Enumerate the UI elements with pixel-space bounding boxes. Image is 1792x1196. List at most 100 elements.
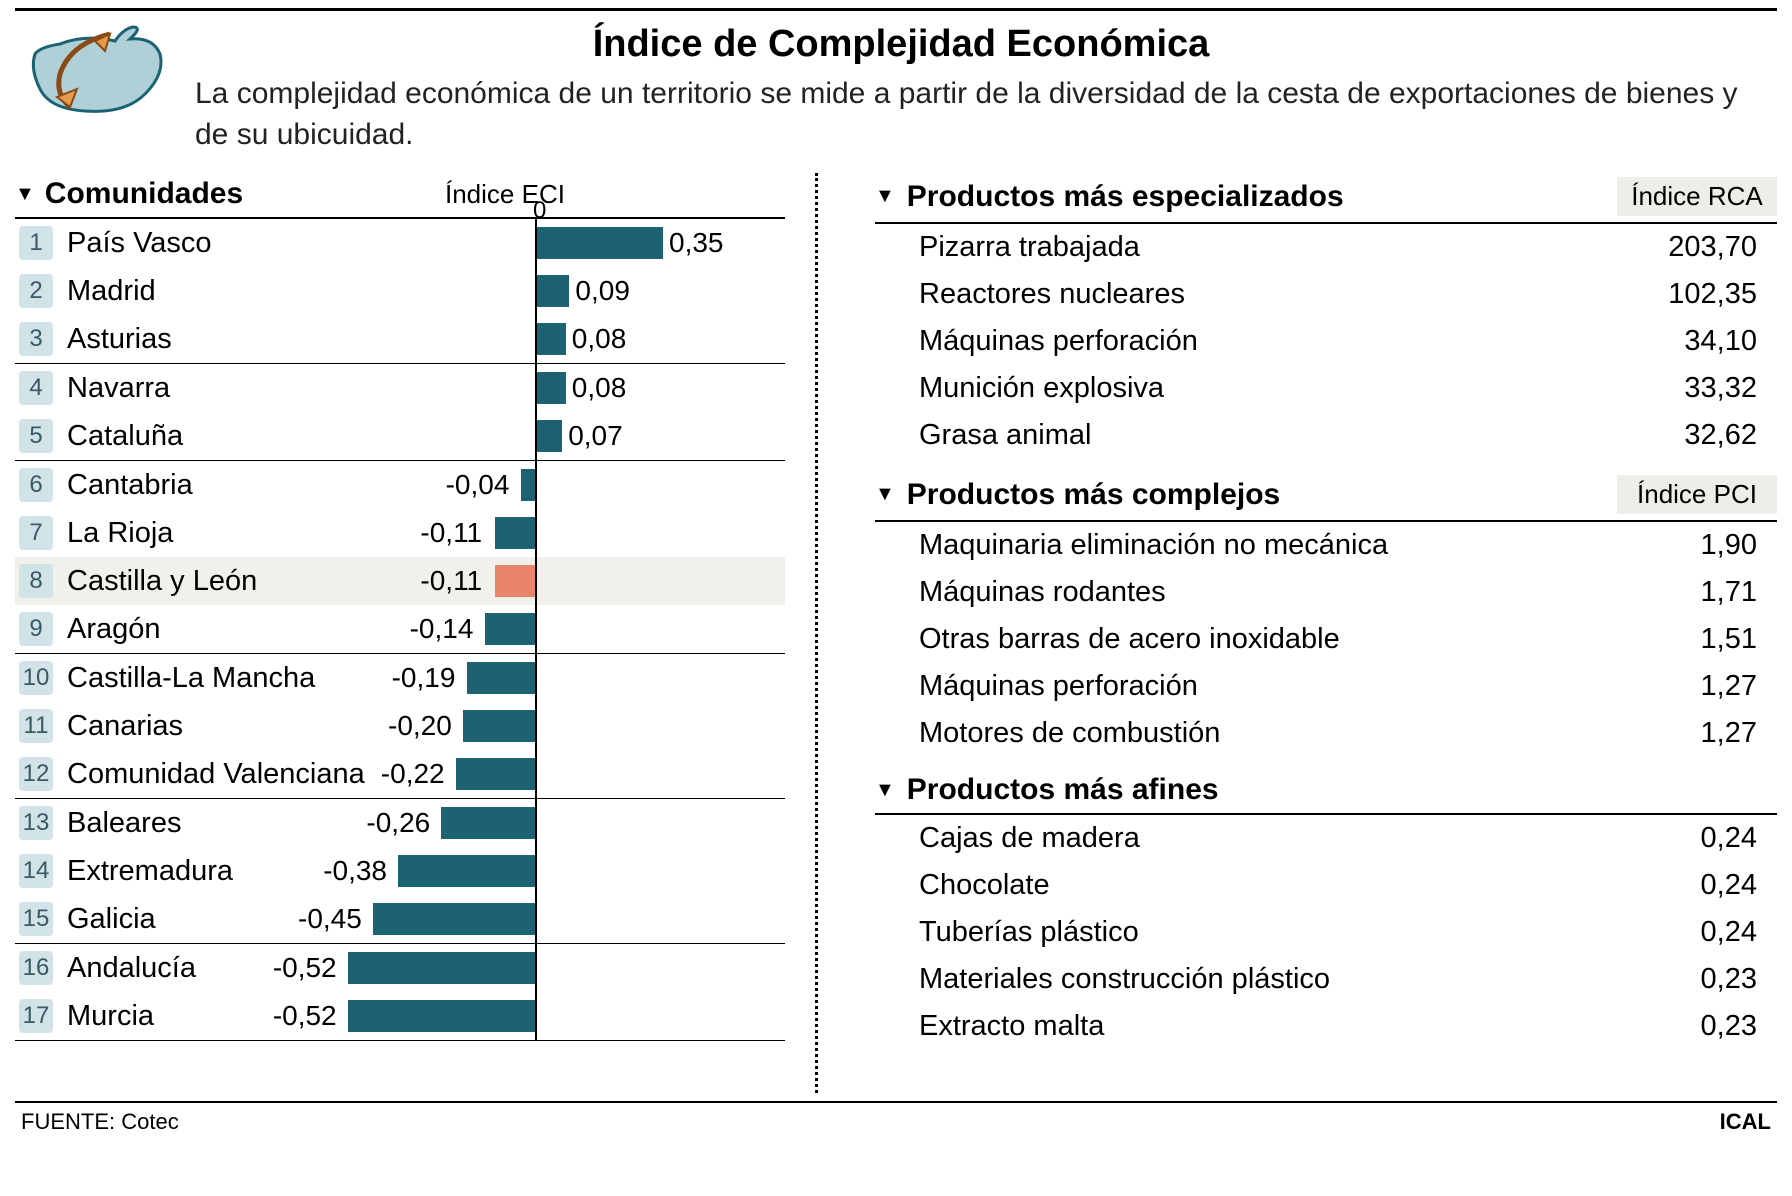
product-value: 1,90 bbox=[1637, 529, 1777, 562]
rank-badge: 14 bbox=[19, 854, 53, 888]
triangle-down-icon: ▼ bbox=[875, 483, 895, 506]
zero-axis bbox=[535, 992, 537, 1040]
product-name: Pizarra trabajada bbox=[919, 231, 1140, 264]
bar bbox=[537, 275, 569, 307]
rank-badge: 11 bbox=[19, 709, 53, 743]
triangle-down-icon: ▼ bbox=[15, 183, 35, 206]
bar-value-label: 0,35 bbox=[669, 227, 724, 259]
bar bbox=[441, 807, 535, 839]
rank-badge: 3 bbox=[19, 322, 53, 356]
bar bbox=[537, 323, 566, 355]
region-name: La Rioja bbox=[67, 517, 173, 550]
page-title: Índice de Complejidad Económica bbox=[25, 23, 1777, 66]
bar bbox=[495, 565, 535, 597]
bar-value-label: -0,14 bbox=[410, 613, 474, 645]
table-row: 11Canarias-0,20 bbox=[15, 702, 785, 750]
bar-value-label: 0,08 bbox=[572, 323, 627, 355]
product-value: 102,35 bbox=[1637, 278, 1777, 311]
table-row: 6Cantabria-0,04 bbox=[15, 461, 785, 509]
product-section: ▼Productos más complejosÍndice PCIMaquin… bbox=[875, 471, 1777, 757]
bar-cell: -0,52 bbox=[315, 992, 765, 1040]
bar-value-label: -0,38 bbox=[323, 855, 387, 887]
header: Índice de Complejidad Económica La compl… bbox=[0, 11, 1792, 173]
bar-cell: 0,08 bbox=[315, 364, 765, 412]
product-row: Máquinas rodantes1,71 bbox=[875, 569, 1777, 616]
zero-axis bbox=[535, 461, 537, 509]
zero-axis bbox=[535, 944, 537, 992]
section-title: Productos más afines bbox=[907, 773, 1219, 807]
product-value: 0,24 bbox=[1637, 916, 1777, 949]
bar-value-label: -0,22 bbox=[381, 758, 445, 790]
region-name: Galicia bbox=[67, 903, 156, 936]
infographic-container: Índice de Complejidad Económica La compl… bbox=[0, 8, 1792, 1196]
product-value: 0,24 bbox=[1637, 869, 1777, 902]
product-row: Grasa animal32,62 bbox=[875, 412, 1777, 459]
eci-bar-chart: 0 1País Vasco0,352Madrid0,093Asturias0,0… bbox=[15, 219, 785, 1041]
bar-value-label: -0,19 bbox=[392, 662, 456, 694]
region-name: Andalucía bbox=[67, 952, 196, 985]
zero-axis bbox=[535, 605, 537, 653]
rank-badge: 5 bbox=[19, 419, 53, 453]
bar-value-label: 0,07 bbox=[568, 420, 623, 452]
zero-axis bbox=[535, 509, 537, 557]
product-row: Motores de combustión1,27 bbox=[875, 710, 1777, 757]
bar-value-label: -0,11 bbox=[420, 517, 482, 549]
rank-badge: 17 bbox=[19, 999, 53, 1033]
credit-label: ICAL bbox=[1720, 1109, 1771, 1135]
bar bbox=[495, 517, 535, 549]
rank-badge: 12 bbox=[19, 757, 53, 791]
zero-axis bbox=[535, 702, 537, 750]
rank-badge: 16 bbox=[19, 951, 53, 985]
bar-value-label: -0,11 bbox=[420, 565, 482, 597]
region-name: Asturias bbox=[67, 323, 172, 356]
bar-value-label: -0,04 bbox=[446, 469, 510, 501]
product-name: Extracto malta bbox=[919, 1010, 1104, 1043]
region-name: Aragón bbox=[67, 613, 161, 646]
product-name: Munición explosiva bbox=[919, 372, 1164, 405]
region-name: Castilla-La Mancha bbox=[67, 662, 315, 695]
product-row: Materiales construcción plástico 0,23 bbox=[875, 956, 1777, 1003]
product-name: Chocolate bbox=[919, 869, 1050, 902]
product-value: 203,70 bbox=[1637, 231, 1777, 264]
rank-badge: 2 bbox=[19, 274, 53, 308]
bar-value-label: -0,52 bbox=[273, 1000, 337, 1032]
rank-badge: 13 bbox=[19, 806, 53, 840]
triangle-down-icon: ▼ bbox=[875, 185, 895, 208]
bar bbox=[537, 420, 562, 452]
table-row: 12Comunidad Valenciana-0,22 bbox=[15, 750, 785, 798]
product-row: Máquinas perforación1,27 bbox=[875, 663, 1777, 710]
rank-badge: 7 bbox=[19, 516, 53, 550]
zero-axis bbox=[535, 557, 537, 605]
triangle-down-icon: ▼ bbox=[875, 779, 895, 802]
table-row: 9 Aragón -0,14 bbox=[15, 605, 785, 653]
rank-badge: 1 bbox=[19, 226, 53, 260]
product-row: Máquinas perforación34,10 bbox=[875, 318, 1777, 365]
bar bbox=[467, 662, 535, 694]
section-header: ▼ Productos más afines bbox=[875, 769, 1777, 813]
bar-cell: -0,04 bbox=[315, 461, 765, 509]
product-row: Otras barras de acero inoxidable1,51 bbox=[875, 616, 1777, 663]
product-value: 0,24 bbox=[1637, 822, 1777, 855]
product-value: 0,23 bbox=[1637, 963, 1777, 996]
bar-cell: -0,14 bbox=[315, 605, 765, 653]
product-section: ▼Productos más especializadosÍndice RCAP… bbox=[875, 173, 1777, 459]
product-name: Grasa animal bbox=[919, 419, 1091, 452]
product-name: Cajas de madera bbox=[919, 822, 1140, 855]
product-value: 1,27 bbox=[1637, 717, 1777, 750]
index-header-label: Índice RCA bbox=[1617, 177, 1777, 216]
zero-axis bbox=[535, 799, 537, 847]
bar-cell: -0,20 bbox=[315, 702, 765, 750]
section-header: ▼Productos más complejosÍndice PCI bbox=[875, 471, 1777, 520]
communities-header-label: Comunidades bbox=[45, 177, 243, 211]
table-row: 4Navarra0,08 bbox=[15, 364, 785, 412]
region-name: Cataluña bbox=[67, 420, 183, 453]
product-name: Materiales construcción plástico bbox=[919, 963, 1330, 996]
map-icon bbox=[15, 19, 185, 129]
bar-cell: -0,22 bbox=[315, 750, 765, 798]
footer: FUENTE: Cotec ICAL bbox=[15, 1101, 1777, 1141]
product-value: 33,32 bbox=[1637, 372, 1777, 405]
rank-badge: 9 bbox=[19, 612, 53, 646]
bar-value-label: -0,45 bbox=[298, 903, 362, 935]
vertical-divider bbox=[815, 173, 845, 1093]
product-value: 34,10 bbox=[1637, 325, 1777, 358]
